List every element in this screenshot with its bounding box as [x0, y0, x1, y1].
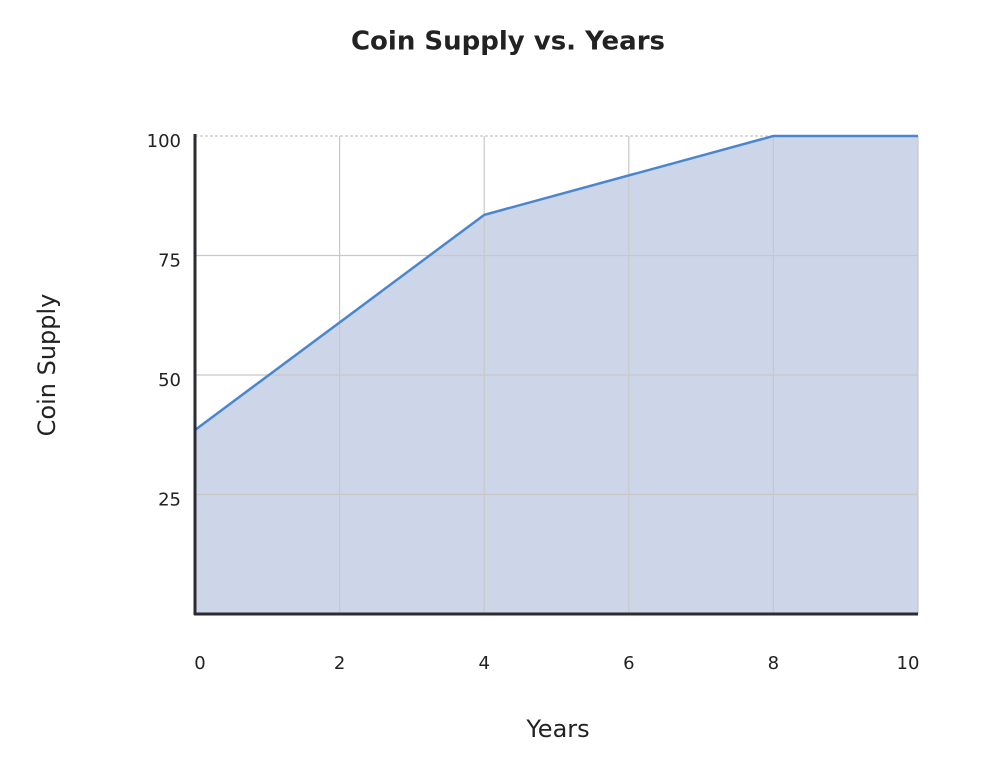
y-tick-label: 50 — [158, 370, 181, 391]
y-axis-label: Coin Supply — [33, 294, 61, 437]
x-tick-label: 2 — [334, 653, 345, 674]
chart-title: Coin Supply vs. Years — [351, 27, 665, 57]
y-tick-label: 75 — [158, 251, 181, 272]
x-tick-label: 8 — [768, 653, 779, 674]
line — [194, 134, 918, 431]
y-tick-label: 100 — [147, 131, 181, 152]
x-tick-label: 4 — [478, 653, 489, 674]
x-tick-label: 10 — [897, 653, 920, 674]
y-tick-label: 25 — [158, 490, 181, 511]
x-tick-label: 6 — [623, 653, 634, 674]
x-tick-label: 0 — [194, 653, 205, 674]
x-axis-label: Years — [525, 715, 589, 743]
